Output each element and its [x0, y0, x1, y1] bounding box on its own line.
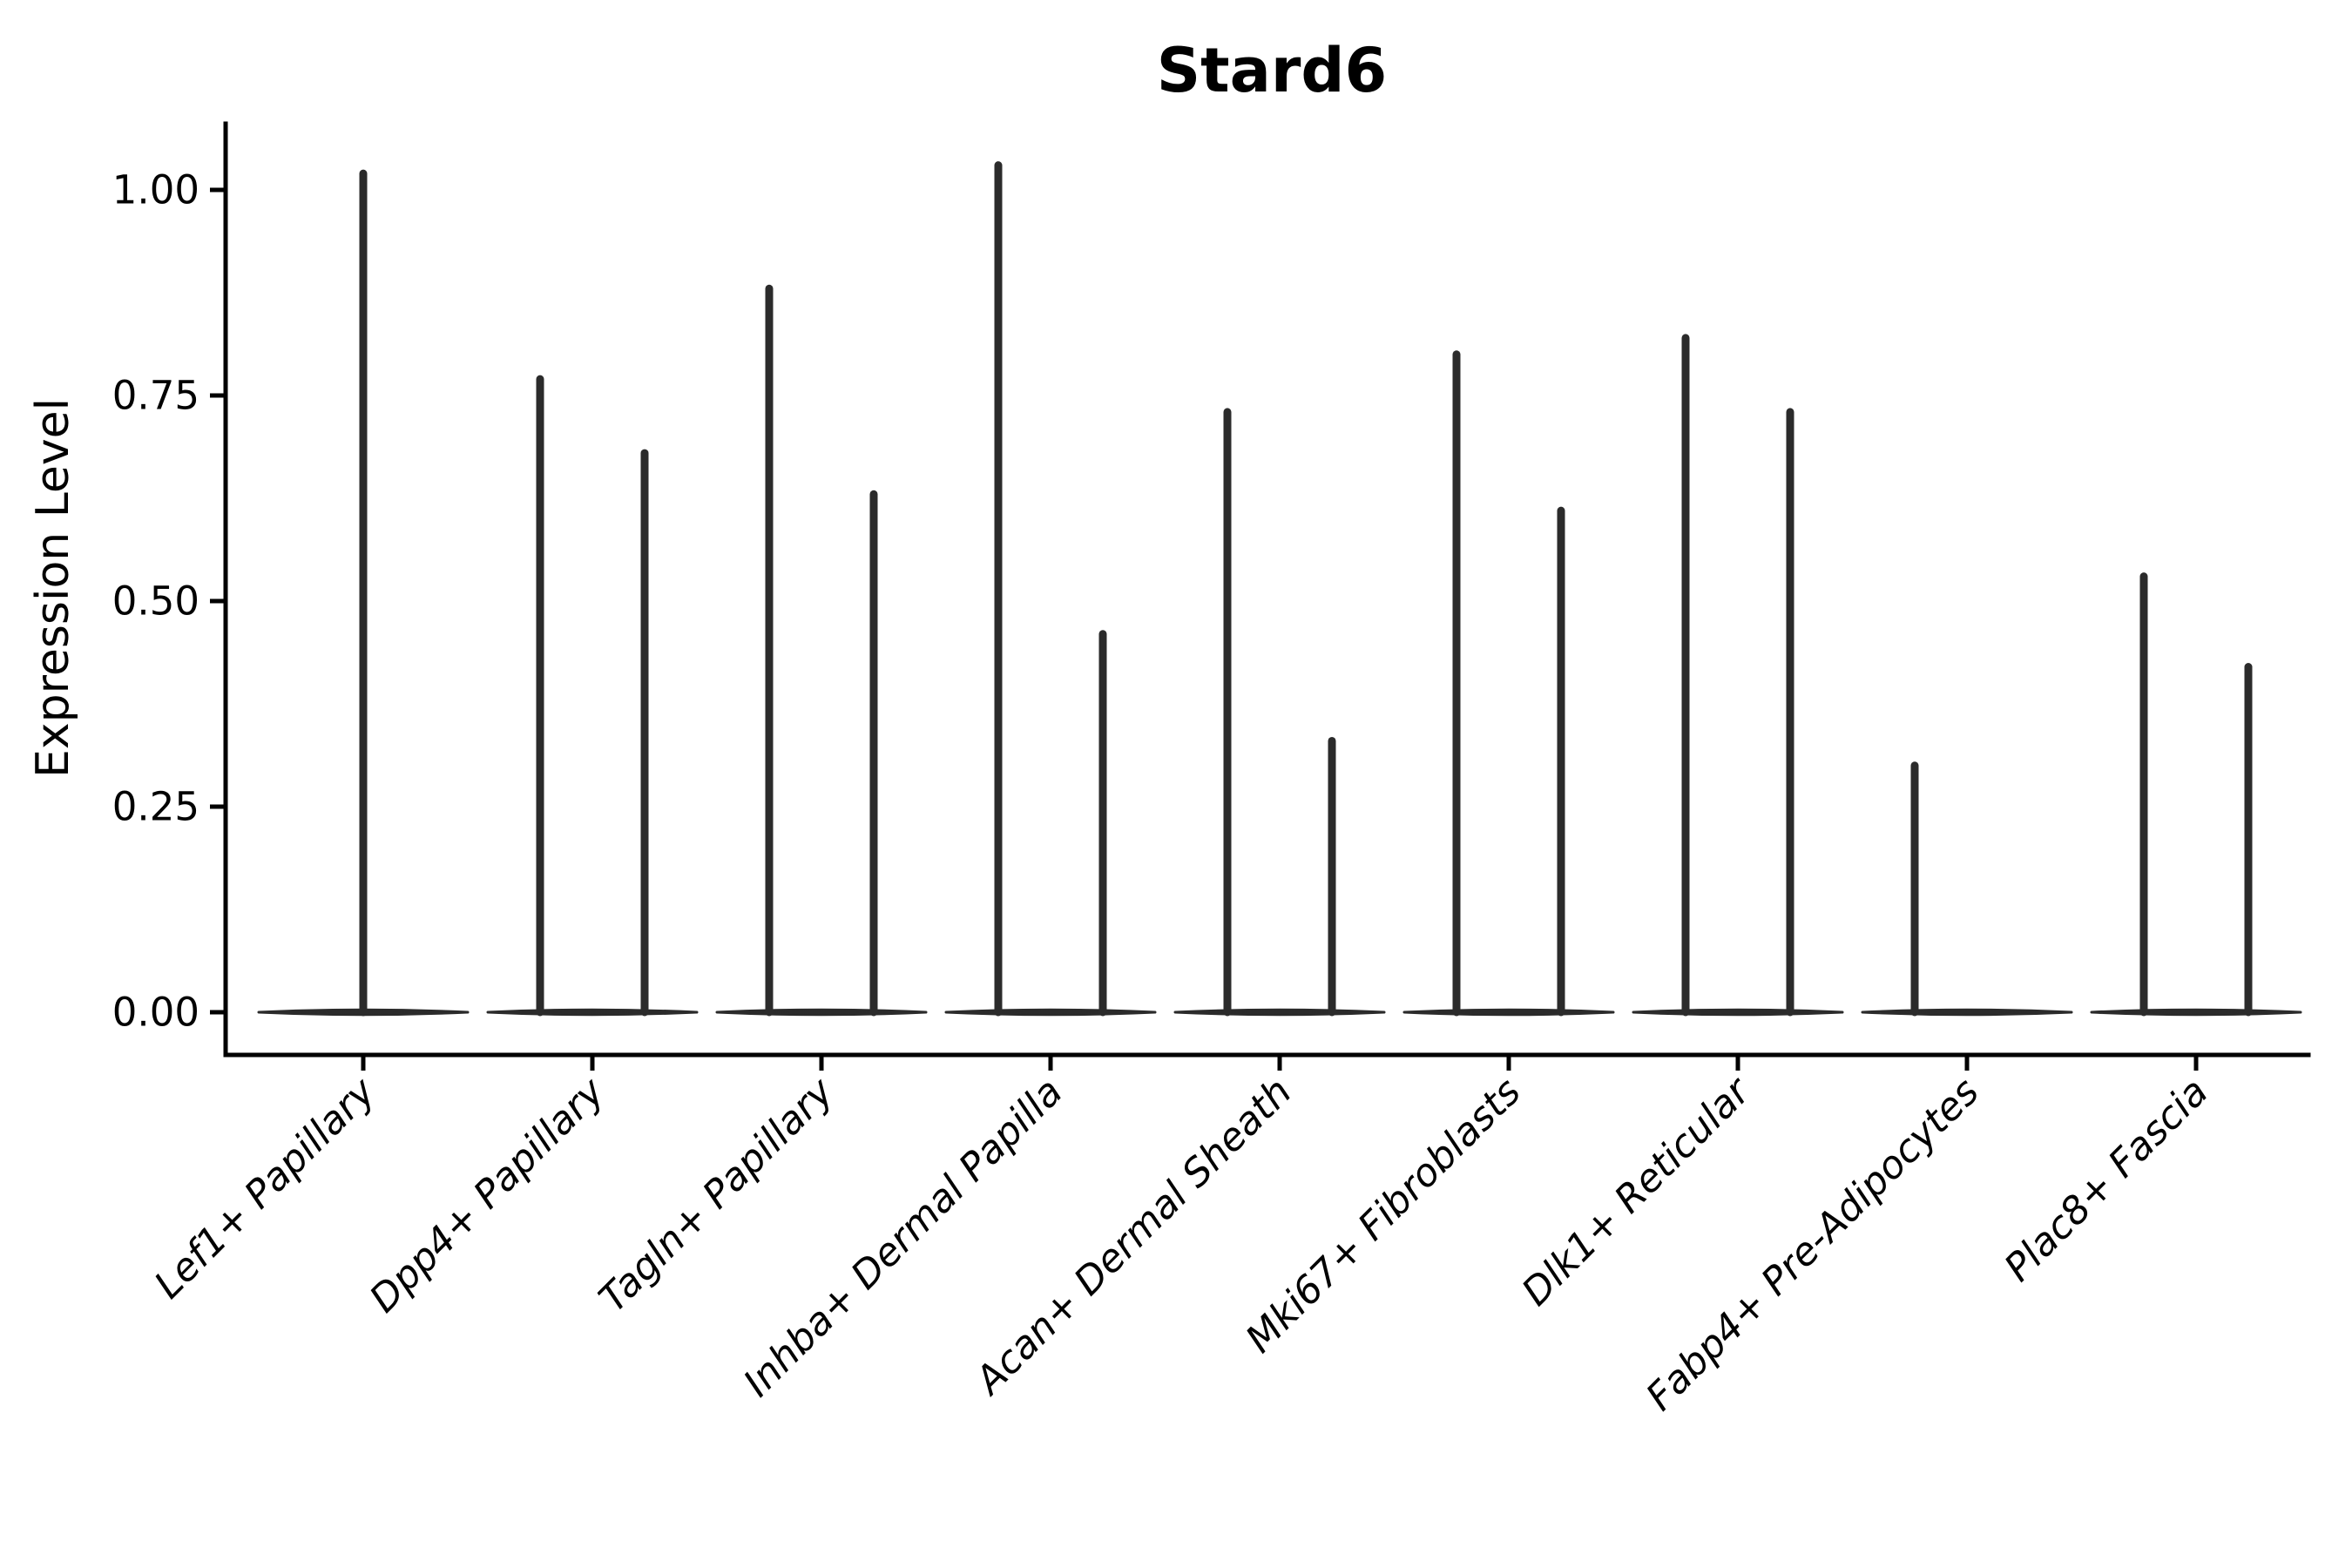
x-tick-label: Dlk1+ Reticular [1513, 1068, 1760, 1315]
violin-base [1632, 1008, 1844, 1017]
violin-base [1402, 1008, 1615, 1017]
y-tick-labels: 0.00 0.25 0.50 0.75 1.00 [112, 167, 199, 1036]
x-tick-label: Lef1+ Papillary [146, 1069, 385, 1308]
y-axis-label: Expression Level [27, 398, 79, 778]
x-tick-label: Dpp4+ Papillary [362, 1069, 614, 1321]
axis-layer [210, 121, 2311, 1071]
y-tick-label: 0.00 [112, 990, 199, 1036]
violin-base [1861, 1008, 2073, 1017]
x-tick-labels: Lef1+ Papillary Dpp4+ Papillary Tagln+ P… [146, 1068, 2217, 1420]
violin-base [486, 1008, 699, 1017]
x-tick-label: Tagln+ Papillary [591, 1069, 842, 1321]
y-tick-label: 1.00 [112, 167, 199, 213]
violins-layer [257, 161, 2302, 1017]
x-tick-label: Plac8+ Fascia [1996, 1070, 2216, 1290]
y-tick-label: 0.75 [112, 373, 199, 419]
violin-base [1173, 1008, 1386, 1017]
plot-title: Stard6 [1157, 35, 1387, 106]
violin-base [2090, 1008, 2302, 1017]
violin-base [944, 1008, 1157, 1017]
y-tick-label: 0.50 [112, 578, 199, 625]
y-tick-label: 0.25 [112, 784, 199, 830]
violin-base [715, 1008, 928, 1017]
